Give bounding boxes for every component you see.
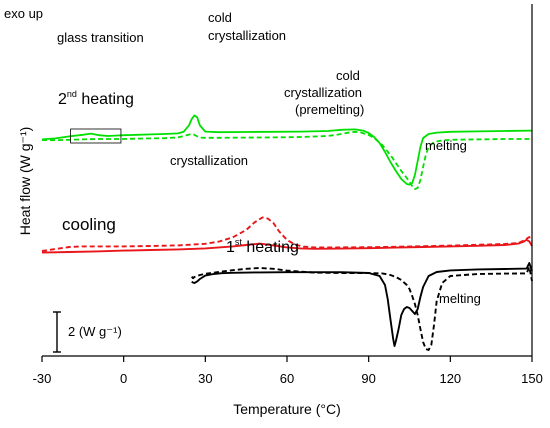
annot-first-heating-num: 1 — [226, 239, 235, 256]
annot-second-heating: 2nd heating — [58, 89, 134, 108]
annot-cooling: cooling — [62, 215, 116, 234]
annot-glass-transition: glass transition — [57, 30, 144, 45]
curves-layer — [41, 114, 533, 351]
curve-first-heating-dashed — [190, 266, 533, 351]
annot-cold-premelting-line2: crystallization — [284, 85, 362, 100]
scale-bar-label: 2 (W g⁻¹) — [68, 324, 122, 339]
x-tick-label-0: -30 — [33, 371, 52, 386]
x-ticks: -30 0 30 60 90 120 150 — [33, 356, 543, 386]
annot-first-heating-sup: st — [235, 237, 243, 247]
curve-second-heating-solid — [41, 114, 533, 186]
y-axis-title: Heat flow (W g⁻¹) — [17, 127, 33, 236]
annot-melting-bottom: melting — [439, 291, 481, 306]
annot-crystallization: crystallization — [170, 153, 248, 168]
x-tick-label-5: 120 — [439, 371, 461, 386]
x-tick-label-3: 60 — [280, 371, 294, 386]
x-axis-title: Temperature (°C) — [233, 401, 341, 417]
annot-cold-crystallization-line2: crystallization — [208, 28, 286, 43]
annot-cold-crystallization-line1: cold — [208, 10, 232, 25]
curve-cooling-dashed — [41, 216, 533, 252]
scale-bar: 2 (W g⁻¹) — [53, 311, 122, 353]
annot-second-heating-sup: nd — [67, 89, 77, 99]
annot-first-heating-rest: heating — [242, 239, 299, 256]
annot-cold-premelting-line1: cold — [336, 68, 360, 83]
annot-second-heating-num: 2 — [58, 91, 67, 108]
x-tick-label-2: 30 — [198, 371, 212, 386]
curve-first-heating-solid — [191, 262, 533, 347]
annot-second-heating-rest: heating — [77, 91, 134, 108]
exo-up-label: exo up — [4, 6, 43, 21]
annot-melting-top: melting — [425, 138, 467, 153]
glass-transition-box — [70, 128, 122, 144]
curve-second-heating-dashed — [41, 130, 532, 190]
x-tick-label-4: 90 — [361, 371, 375, 386]
x-tick-label-1: 0 — [120, 371, 127, 386]
annot-first-heating: 1st heating — [226, 237, 299, 256]
x-tick-label-6: 150 — [521, 371, 543, 386]
annot-cold-premelting-line3: (premelting) — [295, 102, 364, 117]
